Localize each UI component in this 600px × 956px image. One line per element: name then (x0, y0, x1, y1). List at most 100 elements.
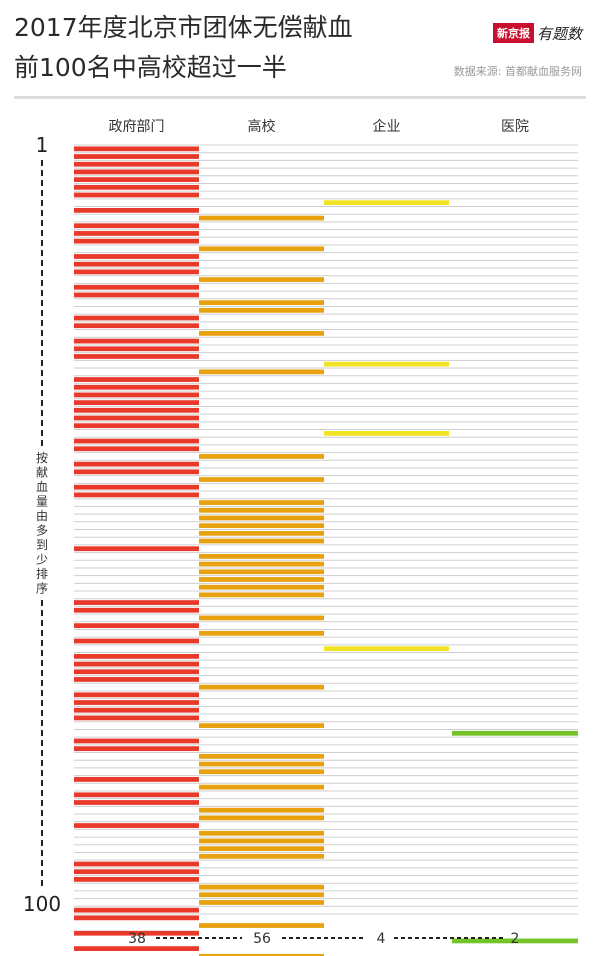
bar-rank-57 (199, 577, 324, 582)
category-label: 高校 (248, 118, 276, 135)
bar-rank-64 (199, 630, 324, 636)
category-total: 56 (253, 931, 271, 947)
bar-rank-106 (199, 953, 324, 956)
bar-rank-81 (199, 761, 324, 767)
bar-rank-2 (74, 154, 199, 159)
axis-label-char: 量 (36, 495, 48, 509)
bar-rank-65 (74, 638, 199, 644)
bar-rank-55 (199, 561, 324, 567)
bar-rank-23 (74, 315, 199, 321)
bar-rank-58 (199, 584, 324, 590)
header-divider (14, 96, 586, 99)
bar-rank-103 (74, 930, 199, 936)
bar-rank-102 (199, 923, 324, 928)
bar-rank-79 (74, 746, 199, 752)
bar-rank-83 (74, 777, 199, 782)
bar-rank-78 (74, 738, 199, 744)
bar-rank-87 (199, 807, 324, 813)
bar-rank-91 (199, 838, 324, 844)
bar-rank-17 (74, 269, 199, 275)
bar-rank-20 (74, 292, 199, 298)
category-total: 2 (511, 931, 520, 947)
bar-rank-45 (74, 484, 199, 490)
bar-rank-33 (74, 392, 199, 398)
bar-rank-61 (74, 607, 199, 613)
bar-rank-32 (74, 384, 199, 390)
bar-rank-68 (74, 661, 199, 667)
bar-rank-54 (199, 554, 324, 559)
category-total: 4 (377, 931, 386, 947)
bar-rank-76 (199, 723, 324, 728)
bar-rank-21 (199, 300, 324, 306)
bar-rank-90 (199, 830, 324, 836)
bar-rank-30 (199, 369, 324, 375)
brand-logo: 新京报 有题数 (492, 22, 582, 44)
axis-label-char: 由 (36, 509, 48, 523)
bar-rank-66 (324, 646, 449, 652)
bar-rank-63 (74, 623, 199, 629)
bar-rank-105 (74, 946, 199, 951)
bar-rank-62 (199, 615, 324, 621)
bar-rank-36 (74, 415, 199, 421)
bar-rank-27 (74, 346, 199, 352)
bar-rank-4 (74, 169, 199, 175)
category-label: 企业 (373, 118, 401, 135)
bar-rank-11 (74, 223, 199, 229)
bar-rank-39 (74, 438, 199, 444)
bar-rank-13 (74, 238, 199, 244)
axis-label-bg (34, 449, 50, 598)
bar-rank-59 (199, 592, 324, 598)
chart-title-line2: 前100名中高校超过一半 (14, 53, 287, 82)
bar-rank-43 (74, 469, 199, 475)
bar-rank-49 (199, 515, 324, 521)
bar-rank-51 (199, 530, 324, 536)
bar-rank-28 (74, 354, 199, 359)
bar-rank-24 (74, 323, 199, 329)
bar-rank-72 (74, 692, 199, 698)
bar-rank-74 (74, 707, 199, 713)
bar-rank-86 (74, 800, 199, 805)
bar-rank-25 (199, 331, 324, 336)
bar-rank-44 (199, 477, 324, 482)
axis-label-char: 按 (36, 451, 48, 465)
bar-rank-69 (74, 669, 199, 675)
bar-rank-34 (74, 400, 199, 405)
category-label: 政府部门 (109, 119, 165, 135)
bar-rank-19 (74, 284, 199, 290)
bar-rank-7 (74, 192, 199, 198)
axis-label-char: 到 (36, 538, 48, 552)
data-source: 数据来源: 首都献血服务网 (453, 65, 582, 78)
bar-rank-29 (324, 361, 449, 367)
bar-rank-1 (74, 146, 199, 152)
bar-rank-80 (199, 753, 324, 759)
bar-rank-14 (199, 246, 324, 252)
bar-rank-12 (74, 231, 199, 236)
category-total: 38 (128, 931, 146, 947)
axis-label-char: 序 (36, 581, 48, 596)
bar-rank-99 (199, 900, 324, 905)
bar-rank-47 (199, 500, 324, 505)
bar-rank-101 (74, 915, 199, 921)
bar-rank-41 (199, 454, 324, 459)
rank-label-bottom: 100 (23, 892, 61, 916)
bar-rank-40 (74, 446, 199, 452)
bar-rank-22 (199, 307, 324, 313)
bar-rank-82 (199, 769, 324, 775)
bar-rank-8 (324, 200, 449, 206)
bar-rank-70 (74, 677, 199, 682)
bar-rank-73 (74, 700, 199, 705)
brand-name: 新京报 (492, 23, 534, 43)
bar-rank-93 (199, 853, 324, 859)
chart-title-line1: 2017年度北京市团体无偿献血 (14, 13, 353, 42)
bar-rank-35 (74, 407, 199, 413)
bar-rank-96 (74, 877, 199, 882)
bar-rank-71 (199, 684, 324, 690)
bar-rank-9 (74, 207, 199, 213)
bar-rank-10 (199, 215, 324, 221)
bar-rank-104 (452, 938, 578, 944)
bar-rank-88 (199, 815, 324, 821)
bar-rank-15 (74, 254, 199, 259)
bar-rank-37 (74, 423, 199, 429)
bar-rank-38 (324, 430, 449, 436)
